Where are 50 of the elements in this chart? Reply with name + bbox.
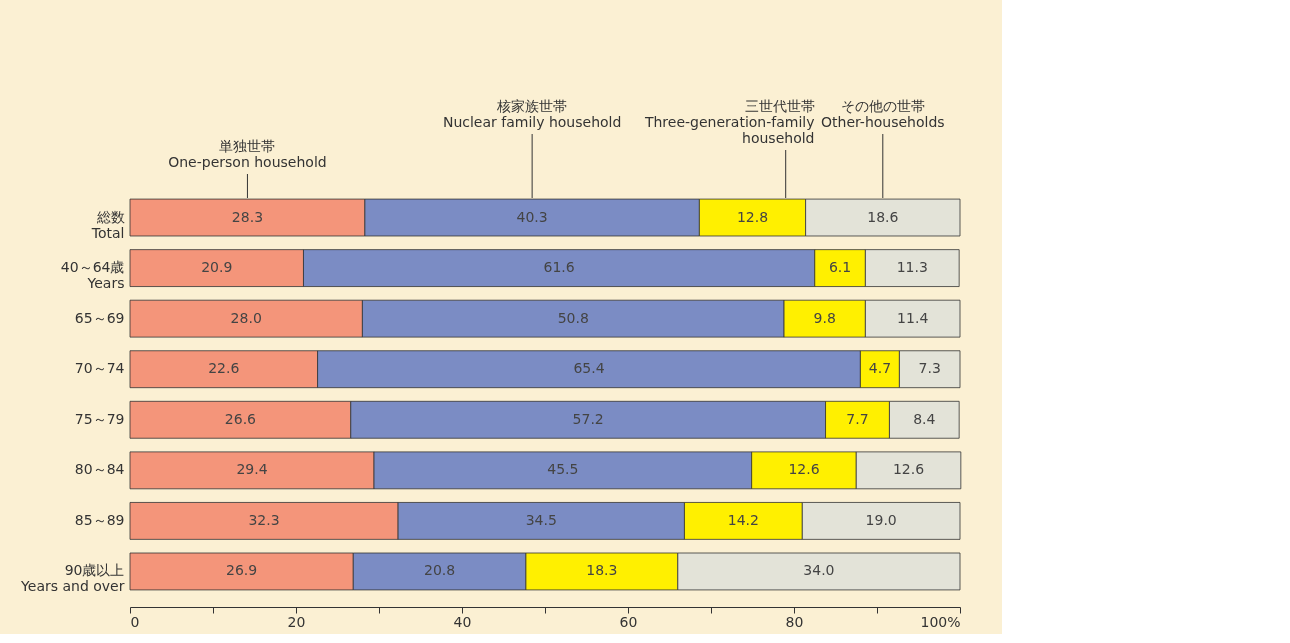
data-label: 50.8	[557, 309, 589, 326]
data-label: 12.8	[736, 208, 769, 225]
text: 三世代世帯 Three-generation-family household	[643, 98, 815, 146]
data-label: 45.5	[547, 461, 579, 478]
y-tick-label: 75～79	[74, 410, 125, 427]
data-label: 11.3	[896, 259, 928, 276]
data-label: 4.7	[868, 360, 892, 377]
x-tick-label: 60	[619, 613, 638, 630]
x-tick-label: 40	[453, 613, 472, 630]
data-label: 28.0	[230, 309, 262, 326]
data-label: 61.6	[543, 259, 575, 276]
data-label: 29.4	[236, 461, 268, 478]
data-label: 22.6	[208, 360, 240, 377]
data-label: 40.3	[516, 208, 548, 225]
data-label: 7.3	[918, 360, 941, 377]
data-label: 20.9	[201, 259, 233, 276]
data-label: 18.6	[867, 208, 899, 225]
y-tick-label: 65～69	[74, 309, 125, 326]
text: 核家族世帯 Nuclear family household	[442, 98, 622, 130]
data-label: 6.1	[828, 259, 852, 276]
data-label: 34.0	[803, 562, 835, 579]
x-tick-label: 80	[785, 613, 804, 630]
data-label: 12.6	[892, 461, 925, 478]
data-label: 7.7	[846, 410, 869, 427]
data-label: 26.6	[224, 410, 257, 427]
text: 単独世帯 One-person household	[168, 138, 327, 170]
x-tick-label: 100%	[920, 613, 961, 630]
data-label: 57.2	[572, 410, 604, 427]
data-label: 14.2	[727, 511, 759, 528]
y-tick-label: 80～84	[74, 461, 125, 478]
data-label: 34.5	[525, 511, 557, 528]
data-label: 28.3	[231, 208, 264, 225]
y-tick-label: 90歳以上 Years and over	[20, 562, 125, 595]
data-label: 65.4	[573, 360, 605, 377]
data-label: 11.4	[897, 309, 929, 326]
y-tick-label: 総数 Total	[90, 208, 125, 241]
data-label: 9.8	[813, 309, 836, 326]
data-label: 12.6	[788, 461, 820, 478]
y-tick-label: 40～64歳 Years	[60, 259, 125, 292]
text: その他の世帯 Other-households	[820, 98, 945, 130]
x-tick-label: 0	[130, 613, 140, 630]
y-tick-label: 85～89	[74, 511, 125, 528]
data-label: 19.0	[865, 511, 897, 528]
data-label: 32.3	[248, 511, 280, 528]
data-label: 20.8	[424, 562, 456, 579]
x-tick-label: 20	[287, 613, 306, 630]
data-label: 26.9	[226, 562, 258, 579]
y-tick-label: 70～74	[74, 360, 125, 377]
data-label: 8.4	[913, 410, 936, 427]
data-label: 18.3	[586, 562, 618, 579]
